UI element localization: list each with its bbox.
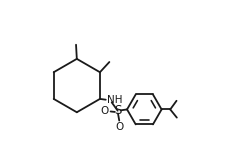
- Text: NH: NH: [107, 95, 123, 106]
- Text: S: S: [114, 104, 121, 117]
- Text: O: O: [101, 106, 109, 116]
- Text: O: O: [115, 122, 123, 133]
